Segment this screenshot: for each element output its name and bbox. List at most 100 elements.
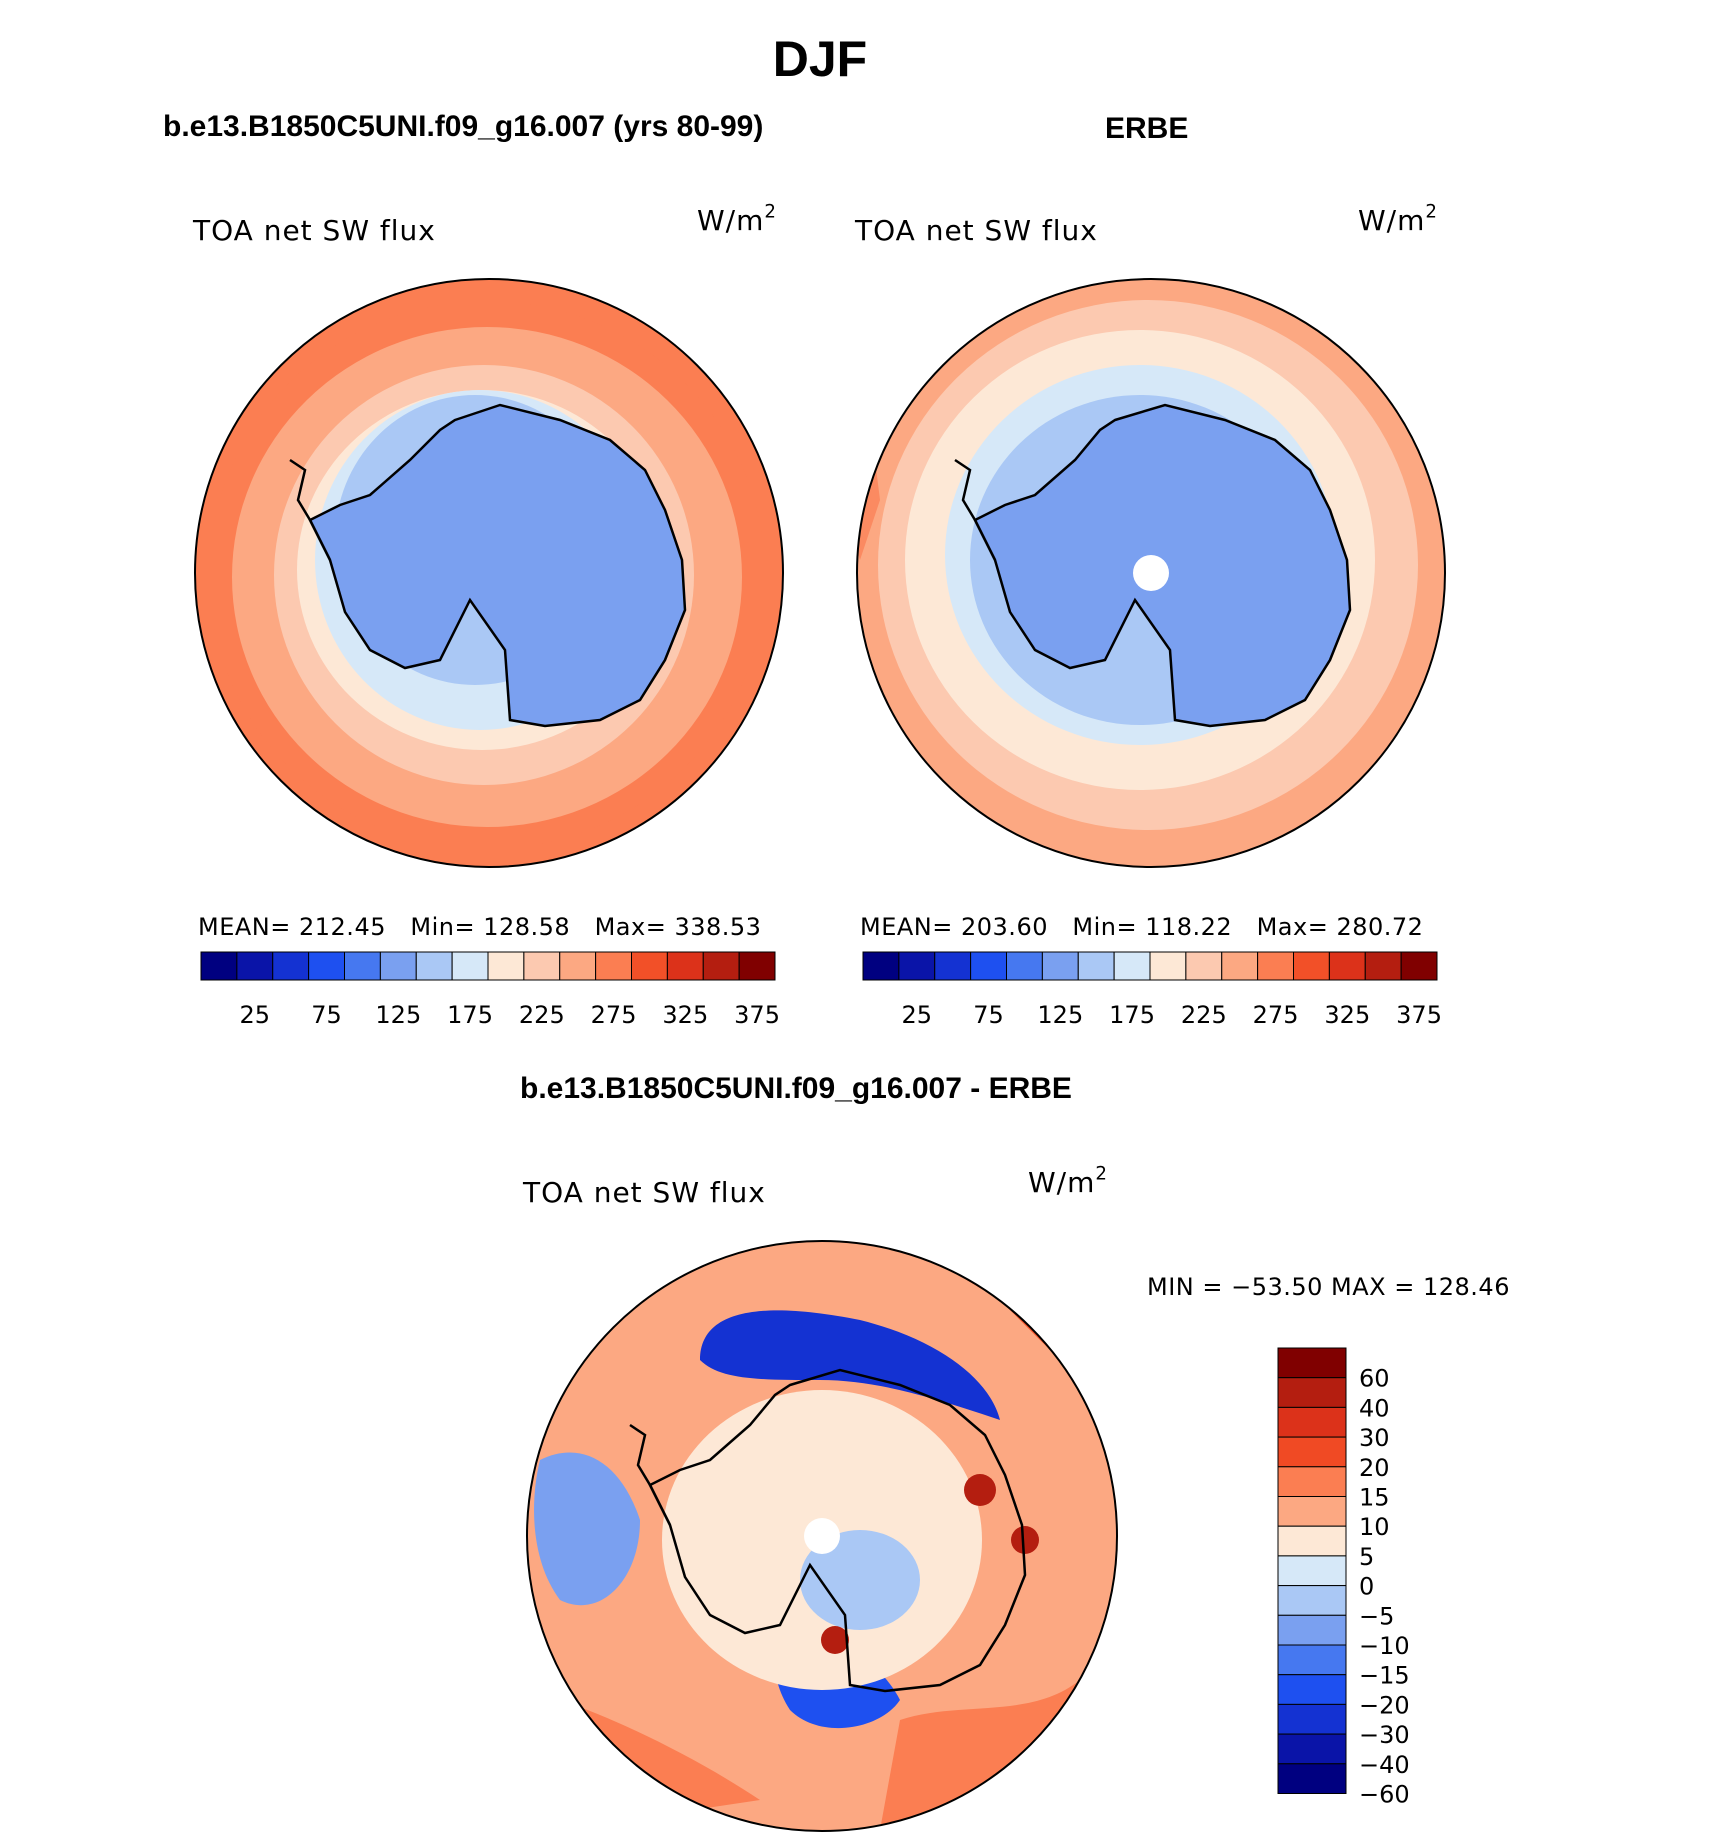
colorbar-swatch — [595, 951, 632, 981]
colorbar-tick-label: 325 — [662, 1001, 708, 1029]
colorbar-swatch — [1277, 1377, 1347, 1408]
colorbar-tick-label: 275 — [591, 1001, 637, 1029]
antarctic-peninsula — [954, 458, 997, 561]
colorbar-tick-label: 225 — [519, 1001, 565, 1029]
colorbar-swatch — [1077, 951, 1115, 981]
figure-title: DJF — [772, 31, 868, 87]
colorbar-swatch — [1006, 951, 1043, 981]
panel-title-diff: b.e13.B1850C5UNI.f09_g16.007 - ERBE — [520, 1072, 1072, 1105]
colorbar-swatch — [487, 951, 525, 981]
colorbar-obs: 25 75 125 175 225 275 325 375 — [862, 951, 1442, 1029]
units-label-obs: W/m2 — [1358, 201, 1438, 237]
mean-value: 212.45 — [299, 913, 386, 941]
colorbar-tick-label: −30 — [1359, 1721, 1410, 1749]
colorbar-swatch — [1400, 951, 1438, 981]
units-base: W/m — [697, 204, 765, 237]
colorbar-swatch — [1328, 951, 1366, 981]
colorbar-tick-label: 25 — [240, 1001, 271, 1029]
colorbar-swatch — [862, 951, 900, 981]
colorbar-tick-label: 125 — [375, 1001, 421, 1029]
colorbar-swatch — [1277, 1347, 1347, 1379]
colorbar-swatch — [1277, 1406, 1347, 1438]
colorbar-swatch — [1293, 951, 1330, 981]
colorbar-tick-label: −5 — [1359, 1602, 1394, 1630]
antarctic-peninsula — [289, 458, 332, 561]
colorbar-tick-label: −60 — [1359, 1781, 1410, 1809]
colorbar-swatch — [415, 951, 453, 981]
units-exponent: 2 — [764, 201, 777, 223]
units-base: W/m — [1028, 1166, 1096, 1199]
colorbar-tick-label: 75 — [973, 1001, 1004, 1029]
colorbar-swatch — [1277, 1674, 1347, 1705]
stats-model: MEAN= 212.45 Min= 128.58 Max= 338.53 — [198, 913, 761, 941]
colorbar-swatch — [451, 951, 489, 981]
colorbar-swatch — [1257, 951, 1294, 981]
min-value: 118.22 — [1145, 913, 1233, 941]
colorbar-tick-label: 325 — [1324, 1001, 1370, 1029]
colorbar-swatch — [1277, 1644, 1347, 1676]
colorbar-swatch — [934, 951, 972, 981]
colorbar-tick-label: 40 — [1359, 1394, 1390, 1422]
min-value: 128.58 — [483, 913, 571, 941]
colorbar-tick-label: 175 — [1109, 1001, 1155, 1029]
units-exponent: 2 — [1425, 201, 1438, 223]
colorbar-swatch — [631, 951, 668, 981]
units-label-model: W/m2 — [697, 201, 777, 237]
colorbar-tick-label: 375 — [1396, 1001, 1442, 1029]
colorbar-tick-label: −15 — [1359, 1662, 1410, 1690]
colorbar-swatch — [1277, 1436, 1347, 1468]
colorbar-tick-label: 375 — [734, 1001, 780, 1029]
mean-value: 203.60 — [961, 913, 1048, 941]
colorbar-tick-label: 20 — [1359, 1454, 1390, 1482]
pole-hole — [804, 1518, 840, 1554]
colorbar-swatch — [1221, 951, 1259, 981]
colorbar-model: 25 75 125 175 225 275 325 375 — [200, 951, 780, 1029]
colorbar-swatch — [344, 951, 381, 981]
colorbar-swatch — [1277, 1496, 1347, 1527]
min-label: Min= — [1072, 913, 1138, 941]
colorbar-swatch — [702, 951, 740, 981]
colorbar-swatch — [272, 951, 310, 981]
map-boundary — [526, 1240, 1118, 1832]
colorbar-tick-label: −10 — [1359, 1632, 1410, 1660]
colorbar-swatch — [970, 951, 1007, 981]
colorbar-swatch — [559, 951, 597, 981]
diff-minmax: MIN = −53.50 MAX = 128.46 — [1147, 1273, 1510, 1301]
colorbar-swatch — [308, 951, 345, 981]
antarctic-peninsula — [629, 1423, 672, 1526]
map-boundary — [856, 278, 1446, 868]
colorbar-swatch — [1277, 1466, 1347, 1498]
colorbar-tick-label: 5 — [1359, 1543, 1374, 1571]
max-label: Max= — [1256, 913, 1329, 941]
colorbar-swatch — [898, 951, 936, 981]
mean-label: MEAN= — [198, 913, 291, 941]
max-value: 280.72 — [1336, 913, 1424, 941]
units-label-diff: W/m2 — [1028, 1163, 1108, 1199]
max-value: 338.53 — [674, 913, 762, 941]
colorbar-swatch — [1277, 1703, 1347, 1735]
min-label: Min= — [410, 913, 476, 941]
colorbar-tick-label: 225 — [1181, 1001, 1227, 1029]
colorbar-swatch — [738, 951, 776, 981]
colorbar-swatch — [236, 951, 274, 981]
colorbar-swatch — [1277, 1555, 1347, 1587]
colorbar-tick-label: 125 — [1037, 1001, 1083, 1029]
colorbar-swatch — [1185, 951, 1223, 981]
units-exponent: 2 — [1095, 1163, 1108, 1185]
colorbar-tick-label: 60 — [1359, 1365, 1390, 1393]
colorbar-tick-label: 175 — [447, 1001, 493, 1029]
mean-label: MEAN= — [860, 913, 953, 941]
colorbar-tick-label: 275 — [1253, 1001, 1299, 1029]
colorbar-tick-label: −40 — [1359, 1751, 1410, 1779]
colorbar-swatch — [1277, 1585, 1347, 1616]
colorbar-tick-label: 15 — [1359, 1484, 1390, 1512]
map-boundary — [194, 278, 784, 868]
colorbar-swatch — [1277, 1733, 1347, 1765]
colorbar-swatch — [666, 951, 704, 981]
colorbar-swatch — [1041, 951, 1079, 981]
pole-hole — [1133, 555, 1169, 591]
colorbar-tick-label: −20 — [1359, 1691, 1410, 1719]
